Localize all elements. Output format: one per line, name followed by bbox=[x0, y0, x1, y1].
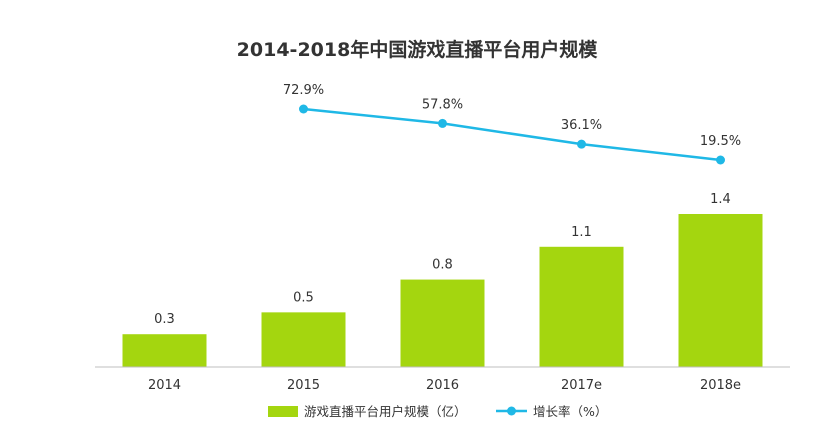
chart-title: 2014-2018年中国游戏直播平台用户规模 bbox=[237, 38, 599, 61]
growth-value-label: 36.1% bbox=[561, 118, 602, 133]
growth-value-label: 19.5% bbox=[700, 134, 741, 149]
x-tick-label: 2014 bbox=[148, 378, 181, 393]
bar bbox=[539, 246, 624, 367]
x-tick-label: 2017e bbox=[561, 378, 602, 393]
legend: 游戏直播平台用户规模（亿） 增长率（%） bbox=[268, 404, 607, 419]
bar bbox=[122, 334, 207, 367]
growth-line-group: 72.9% 57.8% 36.1% 19.5% bbox=[283, 83, 741, 165]
growth-point bbox=[438, 118, 447, 128]
growth-point bbox=[577, 139, 586, 149]
legend-swatch-marker bbox=[507, 406, 516, 416]
growth-value-label: 57.8% bbox=[422, 97, 463, 112]
legend-label-line: 增长率（%） bbox=[533, 404, 607, 419]
bar bbox=[261, 312, 346, 367]
legend-swatch-bar bbox=[268, 406, 298, 417]
bar-value-label: 1.1 bbox=[571, 225, 592, 240]
bar-value-label: 0.8 bbox=[432, 258, 453, 273]
legend-label-bar: 游戏直播平台用户规模（亿） bbox=[304, 404, 467, 419]
bar bbox=[678, 214, 763, 367]
growth-point bbox=[299, 104, 308, 114]
bar-value-label: 0.5 bbox=[293, 290, 314, 305]
growth-value-label: 72.9% bbox=[283, 83, 324, 98]
x-tick-label: 2015 bbox=[287, 378, 320, 393]
growth-point bbox=[716, 155, 725, 165]
growth-line bbox=[303, 107, 721, 162]
x-tick-group: 2014 2015 2016 2017e 2018e bbox=[148, 378, 741, 393]
x-tick-label: 2018e bbox=[700, 378, 741, 393]
bar-value-label: 1.4 bbox=[710, 192, 731, 207]
x-tick-label: 2016 bbox=[426, 378, 459, 393]
bar bbox=[400, 279, 485, 367]
bar-group: 0.3 0.5 0.8 1.1 1.4 bbox=[122, 192, 763, 367]
bar-value-label: 0.3 bbox=[154, 312, 175, 327]
